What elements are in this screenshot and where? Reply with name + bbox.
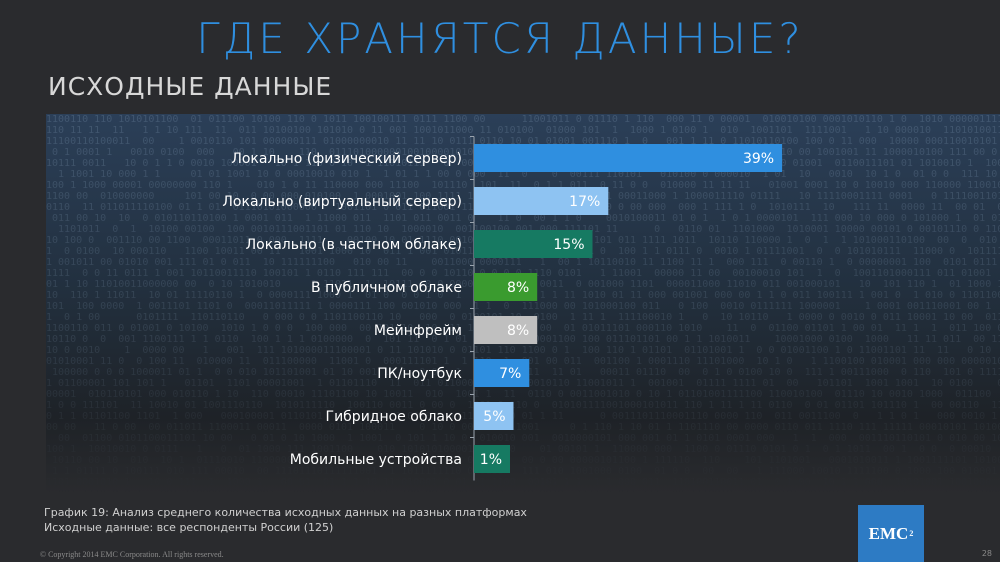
bar-value-label: 39% [743, 151, 774, 167]
category-label: Локально (виртуальный сервер) [222, 194, 462, 210]
caption-line-2: Исходные данные: все респонденты России … [44, 521, 334, 534]
emc-logo: EMC 2 [858, 505, 924, 562]
category-label: Локально (физический сервер) [231, 151, 462, 167]
bar [474, 445, 510, 473]
category-label: Мейнфрейм [374, 323, 462, 339]
category-label: Локально (в частном облаке) [246, 237, 462, 253]
chart-caption: График 19: Анализ среднего количества ис… [44, 505, 527, 535]
bar-value-label: 5% [483, 409, 505, 425]
category-label: ПК/ноутбук [377, 366, 462, 382]
bar-value-label: 15% [553, 237, 584, 253]
bar [474, 144, 783, 172]
bar [474, 273, 538, 301]
page-title: ГДЕ ХРАНЯТСЯ ДАННЫЕ? [196, 14, 804, 63]
bar [474, 187, 609, 215]
category-label: Мобильные устройства [290, 452, 462, 468]
binary-rain-background: 1100110 110 1010101100 01 011100 10100 1… [46, 114, 1000, 494]
caption-line-1: График 19: Анализ среднего количества ис… [44, 506, 527, 519]
bar [474, 402, 514, 430]
bar-chart: Локально (физический сервер) 39% Локально … [222, 136, 783, 481]
bar [474, 230, 593, 258]
bar [474, 316, 538, 344]
copyright-text: © Copyright 2014 EMC Corporation. All ri… [40, 550, 224, 559]
chart-area: 1100110 110 1010101100 01 011100 10100 1… [46, 114, 1000, 494]
category-label: В публичном облаке [311, 280, 462, 296]
page-subtitle: ИСХОДНЫЕ ДАННЫЕ [48, 72, 333, 101]
bar-value-label: 8% [507, 323, 529, 339]
page-number: 28 [981, 549, 992, 558]
bar-value-label: 8% [507, 280, 529, 296]
bar-value-label: 1% [480, 452, 502, 468]
logo-sup: 2 [909, 529, 914, 538]
category-label: Гибридное облако [326, 409, 462, 425]
bar [474, 359, 530, 387]
bar-value-label: 7% [499, 366, 521, 382]
bar-value-label: 17% [569, 194, 600, 210]
logo-text: EMC [868, 523, 909, 543]
